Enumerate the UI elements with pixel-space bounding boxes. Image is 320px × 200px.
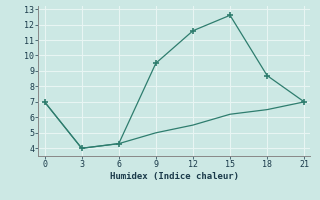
X-axis label: Humidex (Indice chaleur): Humidex (Indice chaleur) [110,172,239,181]
